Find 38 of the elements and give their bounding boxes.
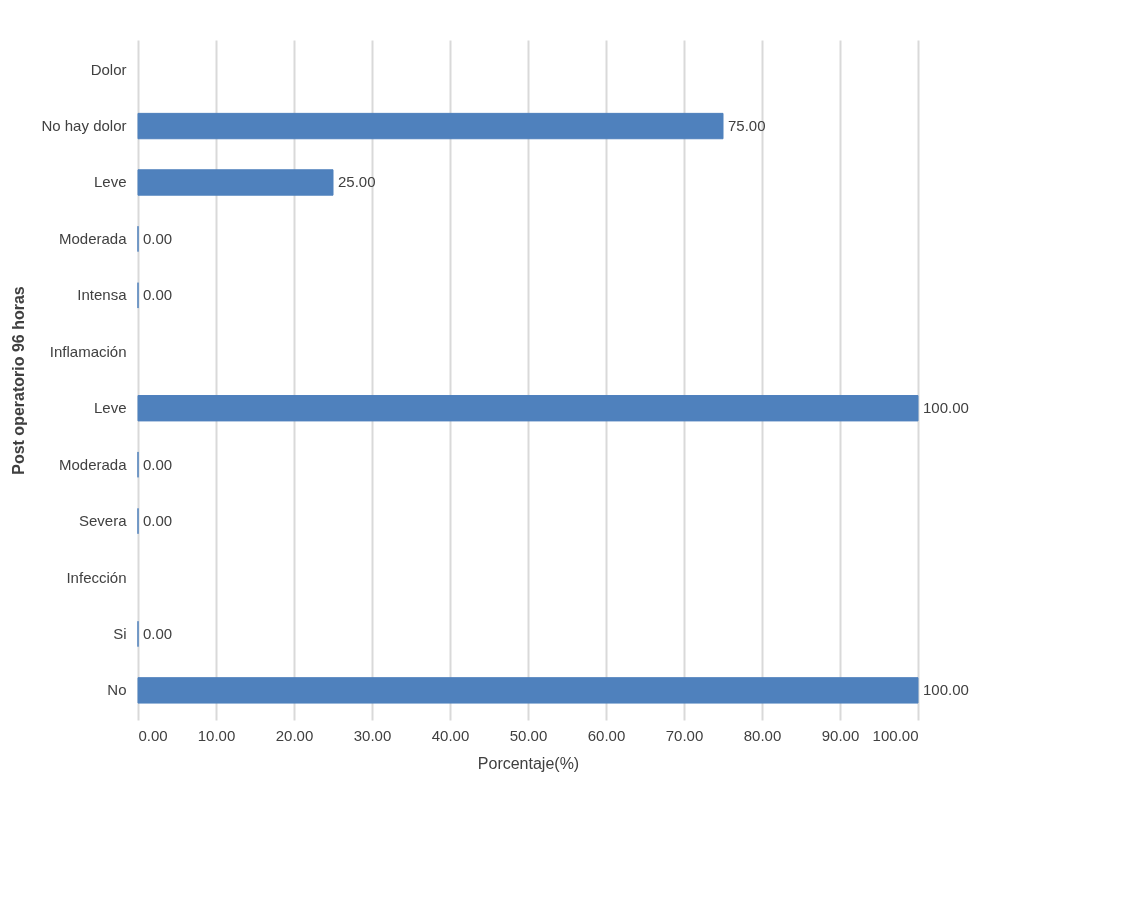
data-label: 100.00 (923, 399, 969, 417)
x-tick-label: 30.00 (353, 726, 392, 744)
data-label: 0.00 (143, 512, 173, 530)
y-tick-label: Moderada (58, 229, 128, 247)
bar (137, 395, 919, 422)
data-label: 25.00 (338, 173, 376, 191)
x-tick-label: 70.00 (665, 726, 704, 744)
y-tick-label: Dolor (90, 60, 127, 78)
x-axis-title: Porcentaje(%) (477, 754, 580, 772)
x-tick-label: 10.00 (197, 726, 236, 744)
bar (137, 112, 724, 140)
x-tick-label: 20.00 (275, 726, 314, 744)
y-axis-title: Post operatorio 96 horas (10, 286, 28, 475)
data-label: 0.00 (143, 455, 173, 473)
x-tick-label: 80.00 (743, 726, 782, 744)
x-tick-label: 90.00 (821, 726, 860, 744)
y-tick-label: Inflamación (49, 342, 127, 360)
y-tick-label: Intensa (77, 286, 128, 304)
data-label: 100.00 (923, 681, 969, 699)
y-tick-label: Severa (78, 512, 128, 530)
x-tick-label: 100.00 (872, 726, 919, 744)
data-label: 0.00 (143, 286, 173, 304)
data-label: 75.00 (728, 117, 766, 135)
x-tick-label: 0.00 (138, 726, 168, 744)
data-label: 0.00 (143, 624, 173, 642)
y-tick-label: No (107, 681, 127, 699)
y-tick-label: Moderada (58, 455, 128, 473)
data-label: 0.00 (143, 229, 173, 247)
y-tick-label: Infección (66, 568, 127, 586)
x-tick-label: 60.00 (587, 726, 626, 744)
x-tick-label: 50.00 (509, 726, 548, 744)
bar (137, 169, 334, 196)
x-tick-label: 40.00 (431, 726, 470, 744)
y-tick-label: Leve (93, 399, 127, 417)
y-tick-label: Leve (93, 173, 127, 191)
y-tick-label: Si (113, 624, 127, 642)
y-tick-label: No hay dolor (41, 117, 127, 135)
bar (137, 677, 919, 704)
